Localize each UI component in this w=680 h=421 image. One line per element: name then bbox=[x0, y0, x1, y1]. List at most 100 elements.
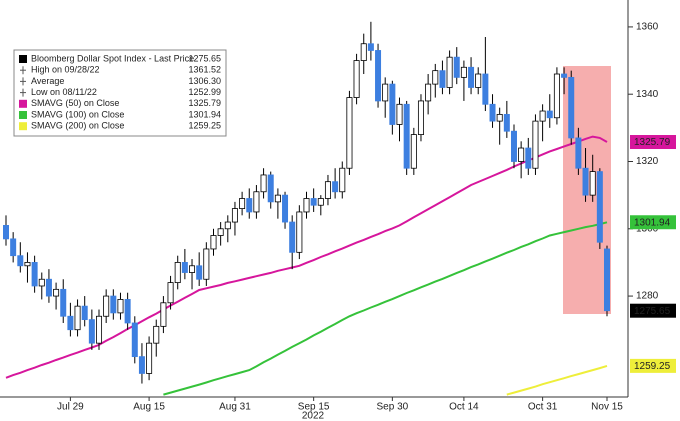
candle-body bbox=[203, 248, 210, 280]
candle-body bbox=[117, 299, 124, 314]
x-tick-label: Nov 15 bbox=[591, 402, 623, 413]
candle-body bbox=[568, 76, 575, 139]
candle-body bbox=[410, 134, 417, 169]
x-tick-label: Oct 31 bbox=[528, 402, 558, 413]
candle-body bbox=[231, 208, 238, 223]
value-box bbox=[630, 215, 676, 230]
candle-body bbox=[382, 83, 389, 102]
legend-marker bbox=[19, 111, 27, 119]
candle-body bbox=[575, 137, 582, 169]
sma-line bbox=[5, 135, 608, 379]
candle-body bbox=[417, 100, 424, 135]
candle-body bbox=[582, 167, 589, 196]
legend-label: SMAVG (200) on Close bbox=[31, 121, 124, 131]
candle-body bbox=[468, 66, 475, 88]
candle-body bbox=[317, 198, 324, 206]
candle-body bbox=[589, 171, 596, 196]
candle-body bbox=[460, 66, 467, 78]
candle-body bbox=[425, 83, 432, 102]
value-box bbox=[630, 135, 676, 150]
candle-body bbox=[24, 262, 31, 267]
candle-body bbox=[31, 262, 38, 287]
candle-body bbox=[596, 171, 603, 243]
candle-body bbox=[17, 255, 24, 267]
candle-body bbox=[282, 194, 289, 223]
candle-body bbox=[360, 43, 367, 61]
candle-body bbox=[10, 238, 17, 257]
candle-body bbox=[439, 70, 446, 88]
legend-label: Bloomberg Dollar Spot Index - Last Price bbox=[31, 53, 194, 63]
legend-label: High on 09/28/22 bbox=[31, 65, 100, 75]
legend: Bloomberg Dollar Spot Index - Last Price… bbox=[13, 49, 227, 137]
legend-marker bbox=[19, 55, 27, 63]
candle-body bbox=[510, 130, 517, 162]
legend-value: 1306.30 bbox=[188, 76, 221, 86]
candle-body bbox=[446, 56, 453, 88]
candle-body bbox=[367, 43, 374, 51]
x-axis-year: 2022 bbox=[302, 411, 325, 421]
candle-body bbox=[389, 83, 396, 125]
candle-body bbox=[260, 174, 267, 193]
candle-body bbox=[88, 319, 95, 344]
value-box-label: 1259.25 bbox=[634, 361, 671, 372]
legend-value: 1301.94 bbox=[188, 109, 221, 119]
candle-body bbox=[160, 302, 167, 327]
candle-body bbox=[396, 103, 403, 125]
candle-body bbox=[296, 211, 303, 253]
x-tick-label: Aug 15 bbox=[133, 402, 165, 413]
candle-body bbox=[110, 295, 117, 314]
candle-body bbox=[217, 228, 224, 236]
candle-body bbox=[224, 221, 231, 230]
candle-body bbox=[146, 342, 153, 374]
candle-body bbox=[74, 305, 81, 331]
candle-body bbox=[253, 191, 260, 213]
sma-line bbox=[163, 221, 608, 396]
candle-body bbox=[503, 113, 510, 132]
candle-body bbox=[189, 265, 196, 273]
candle-body bbox=[432, 70, 439, 85]
legend-label: Average bbox=[31, 76, 64, 86]
sma-line bbox=[506, 364, 608, 396]
candle-body bbox=[403, 103, 410, 169]
candle-body bbox=[346, 97, 353, 169]
x-tick-label: Sep 30 bbox=[377, 402, 409, 413]
legend-value: 1252.99 bbox=[188, 87, 221, 97]
candle-body bbox=[518, 147, 525, 162]
candle-body bbox=[496, 113, 503, 122]
candle-body bbox=[239, 198, 246, 209]
candle-body bbox=[561, 73, 568, 78]
candle-body bbox=[353, 60, 360, 98]
value-box bbox=[630, 303, 676, 318]
candle-body bbox=[274, 194, 281, 203]
candle-body bbox=[604, 248, 611, 312]
value-box-label: 1301.94 bbox=[634, 217, 671, 228]
x-tick-label: Aug 31 bbox=[219, 402, 251, 413]
candle-body bbox=[81, 305, 88, 321]
candle-body bbox=[45, 278, 52, 297]
legend-label: Low on 08/11/22 bbox=[31, 87, 97, 97]
candle-body bbox=[525, 147, 532, 169]
legend-value: 1259.25 bbox=[188, 121, 221, 131]
y-tick-label: 1360 bbox=[636, 22, 659, 33]
legend-label: SMAVG (50) on Close bbox=[31, 98, 119, 108]
candle-body bbox=[138, 356, 145, 374]
candle-body bbox=[124, 299, 131, 324]
candle-body bbox=[375, 50, 382, 102]
candle-body bbox=[267, 174, 274, 203]
candle-body bbox=[246, 198, 253, 213]
legend-value: 1275.65 bbox=[188, 53, 221, 63]
legend-value: 1325.79 bbox=[188, 98, 221, 108]
candle-body bbox=[310, 198, 317, 206]
value-box-label: 1325.79 bbox=[634, 137, 671, 148]
candle-body bbox=[60, 288, 67, 317]
candle-body bbox=[167, 282, 174, 304]
legend-value: 1361.52 bbox=[188, 65, 221, 75]
candle-body bbox=[324, 181, 331, 199]
x-tick-label: Sep 15 bbox=[298, 402, 330, 413]
candle-body bbox=[475, 73, 482, 88]
candle-body bbox=[196, 265, 203, 280]
candle-body bbox=[489, 103, 496, 122]
y-tick-label: 1280 bbox=[636, 291, 659, 302]
